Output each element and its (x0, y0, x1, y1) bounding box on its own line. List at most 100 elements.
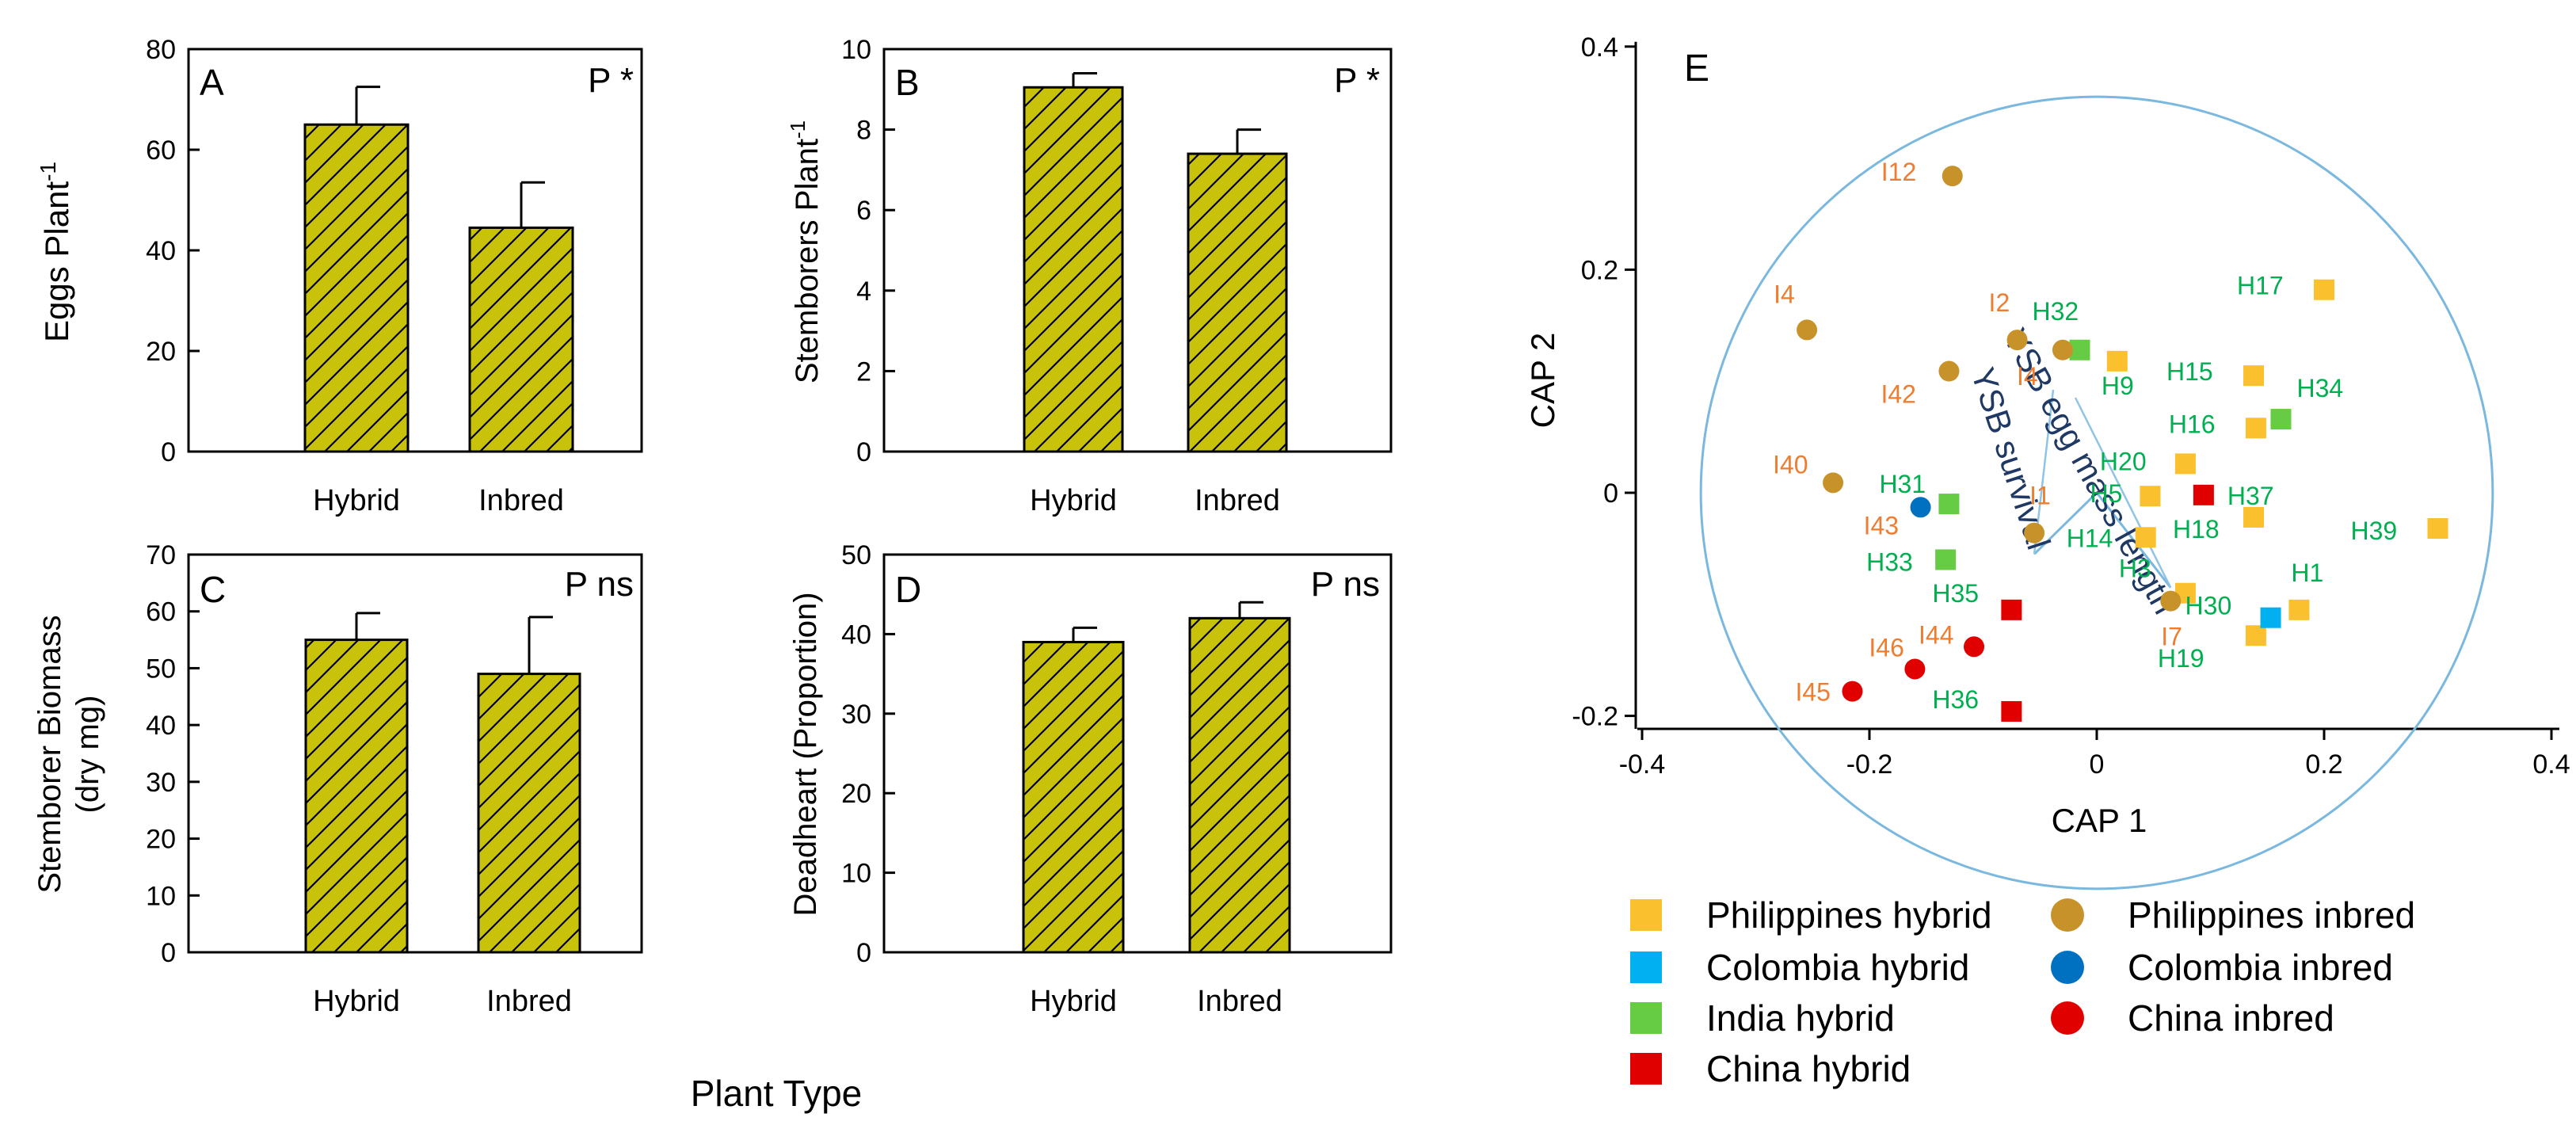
point-philippines-hybrid-h17 (2314, 279, 2334, 300)
panel-e-xtick-label: 0 (2090, 749, 2105, 780)
panel-d-xtick-inbred: Inbred (1197, 985, 1282, 1018)
point-label-i1: I1 (2029, 482, 2051, 510)
point-label-h35: H35 (1932, 579, 1979, 608)
point-label-h1: H1 (2291, 559, 2323, 587)
panel-e-vector-ray-2 (2074, 397, 2172, 589)
point-label-h33: H33 (1866, 547, 1913, 576)
panel-a-bar-hybrid (303, 123, 410, 453)
panel-e-correlation-circle (1699, 95, 2494, 890)
legend-marker-philippines-hybrid (1630, 899, 1662, 931)
point-philippines-inbred-i1 (2024, 522, 2045, 543)
shared-x-axis-title: Plant Type (691, 1073, 863, 1114)
panel-c-letter: C (200, 569, 226, 610)
legend-label-china-inbred: China inbred (2128, 997, 2334, 1039)
panel-e-x-axis-title: CAP 1 (2052, 802, 2147, 839)
point-label-h19: H19 (2158, 644, 2204, 673)
point-philippines-inbred-i42 (1938, 360, 1960, 382)
panel-a-ytick-label: 20 (146, 337, 176, 367)
point-label-i45: I45 (1795, 678, 1830, 707)
point-label-h20: H20 (2100, 447, 2147, 475)
legend-label-philippines-hybrid: Philippines hybrid (1706, 894, 1992, 936)
panel-c: 0 10 20 30 40 50 60 70 C P ns Hybrid Inbred Ste… (32, 540, 643, 1018)
point-label-h14: H14 (2067, 524, 2113, 552)
point-label-i12: I12 (1881, 158, 1916, 186)
panel-e-letter: E (1684, 48, 1709, 90)
point-label-i40: I40 (1773, 450, 1808, 479)
point-china-hybrid-h35 (2001, 599, 2022, 620)
point-china-inbred-i45 (1842, 681, 1863, 702)
point-philippines-hybrid-h19 (2245, 625, 2266, 646)
panel-e-points: H17 H9 H15 H16 H20 H5 H14 H18 H39 H3 H1 H19 H30 H32 H3… (1773, 158, 2448, 722)
panel-e-vector-line-2 (2095, 492, 2172, 589)
panel-e-ytick-label: 0.4 (1581, 32, 1618, 63)
panel-b-letter: B (895, 62, 920, 103)
panel-d-ytick-label: 10 (841, 859, 871, 889)
point-label-h16: H16 (2169, 410, 2216, 438)
point-label-i46: I46 (1869, 633, 1903, 662)
panel-a-y-axis-title: Eggs Plant-1 (36, 162, 75, 342)
panel-b-bar-hybrid (1023, 86, 1124, 453)
panel-e: -0.4 -0.2 0 0.2 0.4-0.200.20.4 YSB survival … (1524, 32, 2570, 890)
panel-b-ytick-label: 6 (856, 196, 871, 226)
point-label-h17: H17 (2237, 272, 2284, 300)
panel-b-ytick-label: 10 (841, 35, 871, 65)
panel-c-ytick-label: 40 (146, 711, 176, 741)
panel-b-significance: P * (1334, 61, 1380, 100)
point-colombia-hybrid-h30 (2260, 607, 2281, 628)
point-philippines-inbred-i7 (2160, 590, 2182, 612)
point-label-h5: H5 (2090, 479, 2122, 508)
point-china-hybrid-h36 (2001, 700, 2022, 722)
panel-d-ytick-label: 40 (841, 620, 871, 650)
panel-e-xtick-label: -0.2 (1846, 749, 1893, 780)
point-china-inbred-i46 (1904, 658, 1926, 680)
panel-c-bar-inbred (477, 673, 581, 954)
panel-e-legend: Philippines hybrid Colombia hybrid India h… (1630, 894, 2415, 1089)
point-china-inbred-i44 (1964, 636, 1985, 658)
panel-c-ytick-label: 0 (161, 938, 176, 968)
panel-b-y-ticks: 0 2 4 6 8 10 (841, 35, 895, 467)
panel-d-bar-hybrid (1022, 640, 1125, 954)
panel-a-ytick-label: 40 (146, 236, 176, 266)
panel-d-ytick-label: 20 (841, 779, 871, 809)
point-label-i42: I42 (1881, 380, 1915, 409)
point-label-h32: H32 (2032, 297, 2079, 326)
point-label-i4: I4 (2017, 362, 2038, 391)
point-philippines-inbred-i4 (1797, 319, 1818, 341)
point-india-hybrid-h34 (2270, 409, 2292, 430)
point-philippines-hybrid-h20 (2174, 453, 2196, 475)
panel-e-ytick-label: -0.2 (1572, 702, 1618, 732)
panel-d-ytick-label: 30 (841, 700, 871, 730)
panel-d-y-axis-title: Deadheart (Proportion) (788, 592, 823, 916)
point-philippines-hybrid-h5 (2140, 486, 2161, 507)
point-label-i44: I44 (1919, 620, 1953, 649)
panel-c-ytick-label: 70 (146, 540, 176, 570)
point-label-h3: H3 (2119, 555, 2151, 583)
legend-label-colombia-hybrid: Colombia hybrid (1706, 947, 1969, 988)
panel-a-ytick-label: 60 (146, 135, 176, 166)
panel-b-xtick-inbred: Inbred (1195, 484, 1280, 517)
panel-c-bar-hybrid (304, 639, 409, 954)
panel-b-frame (882, 48, 1393, 453)
point-label-h18: H18 (2173, 515, 2220, 543)
legend-label-china-hybrid: China hybrid (1706, 1048, 1911, 1089)
panel-b-xtick-hybrid: Hybrid (1030, 484, 1117, 517)
point-philippines-hybrid-h9 (2106, 350, 2128, 372)
point-label-i4: I4 (1774, 280, 1795, 308)
panel-a-significance: P * (588, 61, 634, 100)
point-china-hybrid-h37 (2193, 484, 2214, 505)
panel-b: 0 2 4 6 8 10 B P * Hybrid Inbred Stemborers P… (786, 35, 1393, 517)
point-label-h31: H31 (1879, 470, 1926, 498)
panel-a-y-ticks: 0 20 40 60 80 (146, 35, 200, 467)
panel-c-bars (304, 612, 581, 954)
panel-d-y-ticks: 0 10 20 30 40 50 (841, 540, 895, 968)
panel-e-xtick-label: 0.4 (2532, 749, 2570, 780)
point-label-h15: H15 (2166, 357, 2213, 386)
legend-label-philippines-inbred: Philippines inbred (2128, 894, 2415, 936)
panel-d-frame (882, 553, 1393, 954)
legend-marker-india-hybrid (1630, 1002, 1662, 1034)
point-label-i2: I2 (1989, 288, 2010, 317)
legend-marker-china-hybrid (1630, 1053, 1662, 1085)
panel-a-bars (303, 86, 574, 453)
legend-marker-philippines-inbred (2051, 898, 2084, 932)
